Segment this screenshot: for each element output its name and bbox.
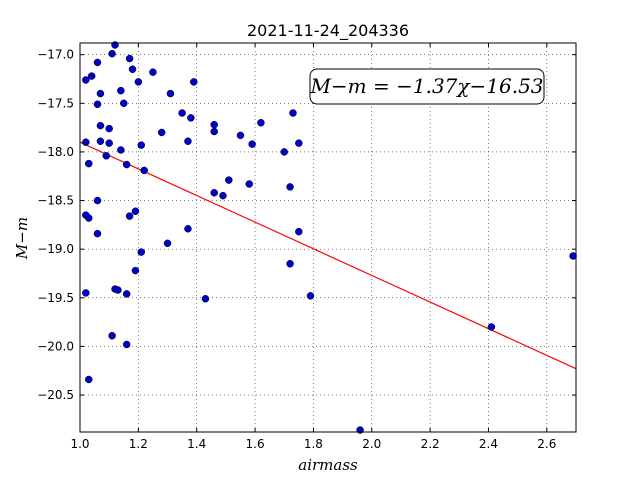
- x-tick-label: 1.0: [70, 437, 89, 451]
- data-point: [93, 196, 102, 205]
- data-point: [105, 124, 113, 133]
- data-point: [93, 229, 102, 238]
- data-point: [96, 89, 105, 98]
- fit-line-group: [79, 141, 577, 370]
- data-point: [184, 224, 192, 233]
- data-point: [157, 128, 166, 137]
- data-point: [149, 68, 157, 76]
- y-tick-label: −19.5: [37, 291, 74, 305]
- data-point: [122, 340, 131, 349]
- fit-equation: M−m = −1.37χ−16.53: [309, 74, 543, 98]
- annotation-box: [309, 68, 545, 105]
- data-point: [295, 227, 303, 236]
- data-point: [306, 292, 315, 300]
- data-point: [96, 121, 105, 130]
- ticks: 1.0 1.2 1.4 1.6 1.8 2.0 2.2 2.4 2.6 −17.0 −17.5 −18…: [37, 43, 576, 451]
- data-point: [122, 290, 131, 298]
- data-point: [245, 180, 253, 188]
- data-point: [569, 252, 577, 260]
- data-point: [85, 159, 93, 168]
- data-point: [128, 65, 137, 74]
- x-tick-label: 2.0: [362, 437, 381, 451]
- data-point: [131, 207, 140, 215]
- data-point: [140, 166, 148, 175]
- y-axis-label: M−m: [13, 217, 31, 260]
- x-tick-label: 1.4: [187, 437, 206, 451]
- y-tick-label: −18.0: [37, 145, 74, 159]
- data-point: [236, 131, 245, 140]
- data-point: [280, 148, 288, 156]
- data-point: [286, 183, 294, 191]
- y-tick-label: −17.5: [37, 96, 74, 110]
- plot-background: [80, 43, 576, 432]
- data-point: [82, 76, 90, 84]
- x-axis-label: airmass: [298, 456, 358, 474]
- data-point: [166, 89, 175, 98]
- data-point: [114, 286, 122, 294]
- data-point: [117, 146, 125, 154]
- data-point: [87, 72, 96, 80]
- data-point: [190, 78, 198, 86]
- fit-annotation: M−m = −1.37χ−16.53: [309, 68, 545, 105]
- data-point: [102, 152, 111, 160]
- x-tick-label: 2.2: [421, 437, 440, 451]
- data-point: [125, 54, 134, 63]
- x-tick-label: 2.4: [479, 437, 498, 451]
- data-point: [163, 239, 172, 248]
- data-point: [93, 100, 102, 109]
- data-point: [289, 109, 297, 117]
- y-tick-label: −19.0: [37, 242, 74, 256]
- x-tick-label: 2.6: [537, 437, 556, 451]
- x-tick-label: 1.6: [246, 437, 265, 451]
- plot-frame: [79, 42, 577, 433]
- data-point: [248, 140, 256, 148]
- data-point: [184, 137, 192, 145]
- data-point: [210, 189, 218, 197]
- data-point: [105, 139, 113, 147]
- data-point: [85, 375, 93, 384]
- data-point: [225, 176, 233, 184]
- data-point: [108, 49, 116, 58]
- data-point: [295, 139, 303, 147]
- x-tick-label: 1.2: [129, 437, 148, 451]
- y-tick-label: −18.5: [37, 194, 74, 208]
- data-point: [356, 426, 364, 434]
- data-point: [487, 323, 496, 331]
- data-point: [96, 137, 105, 145]
- fit-line: [79, 141, 577, 370]
- data-point: [117, 86, 125, 95]
- data-point: [219, 191, 227, 200]
- y-tick-label: −17.0: [37, 48, 74, 62]
- x-tick-label: 1.8: [304, 437, 323, 451]
- y-tick-label: −20.0: [37, 339, 74, 353]
- data-point: [134, 78, 143, 86]
- data-point: [257, 118, 265, 127]
- data-point: [210, 120, 218, 129]
- data-point: [82, 138, 90, 146]
- data-point: [201, 295, 210, 303]
- data-point: [93, 58, 102, 67]
- data-point: [108, 331, 116, 340]
- data-point: [125, 212, 134, 220]
- data-point: [122, 160, 131, 169]
- data-point: [137, 141, 146, 149]
- data-point: [137, 248, 146, 256]
- data-point: [111, 41, 119, 49]
- data-point: [286, 260, 294, 268]
- data-point: [178, 109, 186, 117]
- y-tick-label: −20.5: [37, 388, 74, 402]
- data-point: [187, 114, 195, 122]
- data-point: [120, 99, 128, 108]
- data-point: [210, 127, 218, 136]
- data-point: [131, 266, 140, 275]
- data-point: [85, 214, 93, 222]
- data-point: [82, 289, 90, 297]
- chart-title: 2021-11-24_204336: [247, 21, 409, 41]
